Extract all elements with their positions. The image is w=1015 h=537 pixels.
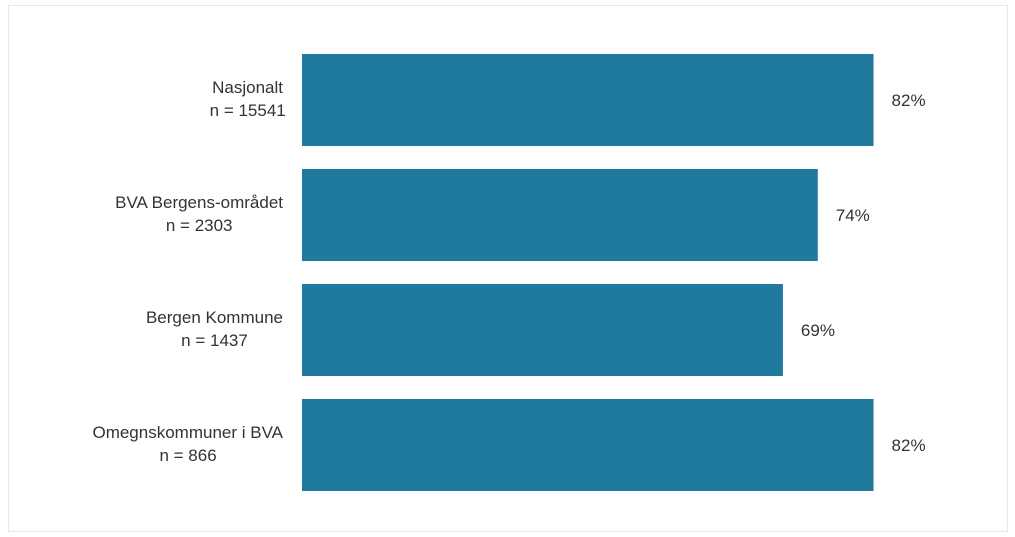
category-n-2: n = 1437 <box>181 331 248 350</box>
value-label-2: 69% <box>801 321 835 340</box>
value-label-0: 82% <box>892 91 926 110</box>
category-n-0: n = 15541 <box>210 101 286 120</box>
category-n-3: n = 866 <box>159 446 216 465</box>
category-label-3: Omegnskommuner i BVA <box>92 423 283 442</box>
category-label-2: Bergen Kommune <box>146 308 283 327</box>
bar-2 <box>302 284 783 376</box>
value-label-1: 74% <box>836 206 870 225</box>
bar-3 <box>302 399 874 491</box>
bar-0 <box>302 54 874 146</box>
category-n-1: n = 2303 <box>166 216 233 235</box>
value-label-3: 82% <box>892 436 926 455</box>
bar-1 <box>302 169 818 261</box>
category-label-0: Nasjonalt <box>212 78 283 97</box>
category-label-1: BVA Bergens-området <box>115 193 283 212</box>
